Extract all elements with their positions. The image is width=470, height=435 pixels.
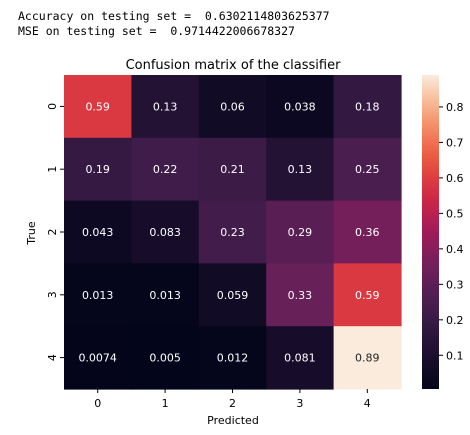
cell-value-label: 0.89 (355, 352, 380, 365)
cell-value-label: 0.0074 (78, 352, 117, 365)
y-tick-label: 2 (46, 229, 59, 236)
cell-value-label: 0.083 (149, 226, 181, 239)
colorbar-tick-label: 0.8 (446, 101, 464, 114)
heatmap-cell (266, 200, 335, 264)
heatmap-cell (333, 75, 402, 139)
heatmap-cell (131, 200, 200, 264)
heatmap-cell (64, 75, 132, 139)
heatmap-cell (131, 75, 200, 139)
colorbar: 0.1 0.2 0.3 0.4 0.5 0.6 0.7 0.8 (422, 75, 464, 389)
heatmap-cell (266, 137, 335, 202)
cell-value-label: 0.038 (284, 100, 316, 113)
y-tick-label: 3 (46, 291, 59, 298)
x-tick-label: 3 (296, 397, 303, 410)
y-axis-label: True (25, 221, 38, 246)
y-tick-label: 1 (46, 166, 59, 173)
heatmap-cell (198, 263, 267, 327)
heatmap-cell (198, 75, 267, 139)
cell-value-label: 0.013 (149, 289, 181, 302)
colorbar-tick-label: 0.7 (446, 136, 464, 149)
accuracy-output: Accuracy on testing set = 0.630211480362… (18, 9, 330, 23)
x-axis-label: Predicted (207, 414, 259, 427)
chart-title: Confusion matrix of the classifier (126, 58, 342, 73)
heatmap-cell (64, 137, 132, 202)
cell-value-label: 0.59 (85, 100, 110, 113)
y-tick-label: 4 (46, 354, 59, 361)
heatmap-cell (333, 263, 402, 327)
cell-output: Accuracy on testing set = 0.630211480362… (18, 9, 330, 39)
cell-value-label: 0.043 (82, 226, 114, 239)
heatmap-cell (266, 263, 335, 327)
heatmap-cell (64, 326, 132, 390)
cell-value-label: 0.13 (288, 163, 313, 176)
colorbar-tick-label: 0.2 (446, 314, 464, 327)
colorbar-gradient (422, 75, 439, 389)
cell-value-label: 0.081 (284, 352, 316, 365)
y-tick-label: 0 (46, 103, 59, 110)
heatmap-cell (333, 200, 402, 264)
cell-value-label: 0.33 (288, 289, 313, 302)
colorbar-tick-label: 0.3 (446, 278, 464, 291)
cell-value-label: 0.18 (355, 100, 380, 113)
cell-value-label: 0.13 (153, 100, 178, 113)
colorbar-tick-label: 0.4 (446, 243, 464, 256)
colorbar-tick-label: 0.6 (446, 172, 464, 185)
x-tick-label: 2 (229, 397, 236, 410)
cell-value-label: 0.059 (217, 289, 249, 302)
x-tick-label: 1 (162, 397, 169, 410)
x-tick-label: 0 (94, 397, 101, 410)
cell-value-label: 0.19 (85, 163, 110, 176)
heatmap-cell (198, 326, 267, 390)
cell-value-label: 0.013 (82, 289, 114, 302)
cell-value-label: 0.59 (355, 289, 380, 302)
cell-value-label: 0.012 (217, 352, 249, 365)
heatmap-cell (64, 200, 132, 264)
heatmap-cell (198, 137, 267, 202)
heatmap-cell (333, 137, 402, 202)
heatmap-cell (333, 326, 402, 390)
colorbar-tick-label: 0.5 (446, 207, 464, 220)
heatmap-cells: 0.59 0.13 0.06 0.038 0.18 0.19 0.22 0.21 0.13 0.2… (64, 75, 402, 390)
heatmap-cell (266, 75, 335, 139)
heatmap-cell (131, 263, 200, 327)
cell-value-label: 0.23 (220, 226, 245, 239)
colorbar-tick-label: 0.1 (446, 349, 464, 362)
heatmap-cell (266, 326, 335, 390)
cell-value-label: 0.21 (220, 163, 245, 176)
cell-value-label: 0.22 (153, 163, 178, 176)
mse-output: MSE on testing set = 0.9714422006678327 (18, 24, 295, 38)
heatmap-cell (131, 326, 200, 390)
cell-value-label: 0.36 (355, 226, 380, 239)
cell-value-label: 0.005 (149, 352, 181, 365)
x-tick-label: 4 (364, 397, 371, 410)
cell-value-label: 0.29 (288, 226, 313, 239)
heatmap-cell (198, 200, 267, 264)
heatmap-cell (64, 263, 132, 327)
cell-value-label: 0.25 (355, 163, 380, 176)
axis-ticks: 0 1 2 3 4 0 1 2 3 4 (46, 103, 371, 410)
cell-value-label: 0.06 (220, 100, 245, 113)
heatmap-cell (131, 137, 200, 202)
